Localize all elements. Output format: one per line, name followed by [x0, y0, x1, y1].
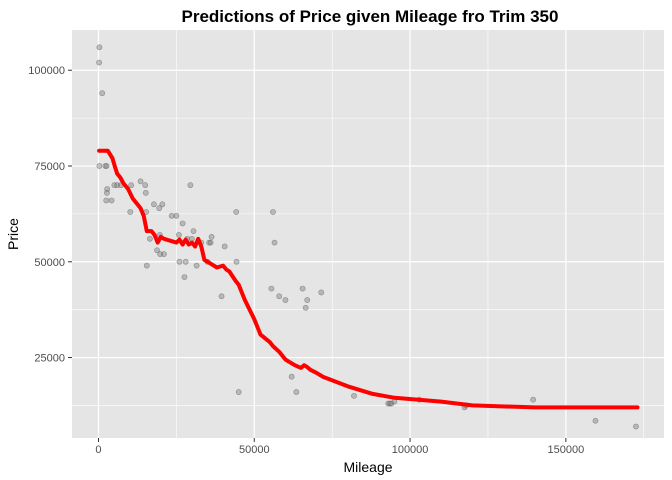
x-axis-title: Mileage	[343, 459, 392, 475]
chart-title: Predictions of Price given Mileage fro T…	[182, 7, 559, 26]
data-point	[304, 297, 311, 303]
data-point	[96, 59, 103, 66]
data-point	[103, 189, 110, 196]
data-point	[235, 389, 242, 395]
prediction-line	[97, 148, 640, 410]
data-point	[143, 262, 150, 269]
data-point	[96, 163, 103, 169]
data-point	[128, 182, 135, 189]
data-point	[142, 189, 149, 196]
data-point	[103, 163, 110, 169]
data-point	[161, 251, 167, 258]
data-point	[388, 400, 395, 407]
data-point	[151, 201, 157, 208]
data-point	[282, 297, 289, 303]
data-point	[108, 197, 115, 204]
y-tick-label: 100000	[28, 65, 65, 77]
data-point	[268, 285, 275, 292]
y-tick-label: 50000	[34, 257, 65, 269]
data-point	[385, 400, 392, 407]
y-tick-label: 25000	[34, 353, 65, 365]
data-point	[293, 389, 300, 395]
data-point	[233, 258, 240, 265]
grid-major	[72, 30, 664, 438]
data-point	[351, 392, 357, 399]
data-point	[288, 373, 295, 380]
data-point	[182, 258, 189, 265]
data-point	[137, 178, 144, 185]
data-point	[96, 44, 103, 51]
data-point	[176, 258, 183, 265]
data-point	[530, 396, 537, 403]
data-point	[142, 182, 149, 189]
data-point	[302, 304, 309, 311]
data-point	[168, 212, 175, 219]
data-point	[208, 233, 215, 240]
data-point	[156, 205, 163, 212]
x-tick-label: 50000	[239, 444, 270, 456]
data-point	[233, 209, 240, 215]
data-point	[206, 239, 212, 246]
data-point	[318, 289, 325, 296]
x-tick-label: 150000	[547, 444, 584, 456]
data-point	[271, 239, 278, 246]
data-point	[221, 243, 228, 250]
y-tick-label: 75000	[34, 161, 65, 173]
data-point	[173, 212, 180, 219]
data-point	[103, 197, 110, 204]
data-point	[218, 293, 225, 300]
data-point	[99, 90, 106, 97]
data-point	[154, 247, 160, 254]
y-axis-title: Price	[5, 218, 21, 250]
data-point	[179, 220, 186, 227]
data-point	[181, 274, 188, 280]
x-axis-ticks: 0 50000 100000 150000	[95, 438, 584, 456]
data-point	[193, 262, 200, 269]
data-point	[159, 201, 166, 208]
data-point	[146, 235, 153, 242]
data-point	[187, 182, 194, 189]
data-point	[270, 209, 276, 215]
data-point	[299, 285, 306, 292]
data-point	[633, 423, 639, 430]
data-point	[592, 417, 599, 424]
x-tick-label: 100000	[392, 444, 429, 456]
data-point	[190, 228, 197, 235]
x-tick-label: 0	[95, 444, 101, 456]
data-point	[175, 232, 182, 238]
y-axis-ticks: 25000 50000 75000 100000	[28, 65, 72, 365]
data-point	[127, 209, 134, 215]
data-point	[207, 239, 214, 246]
data-point	[276, 293, 283, 300]
